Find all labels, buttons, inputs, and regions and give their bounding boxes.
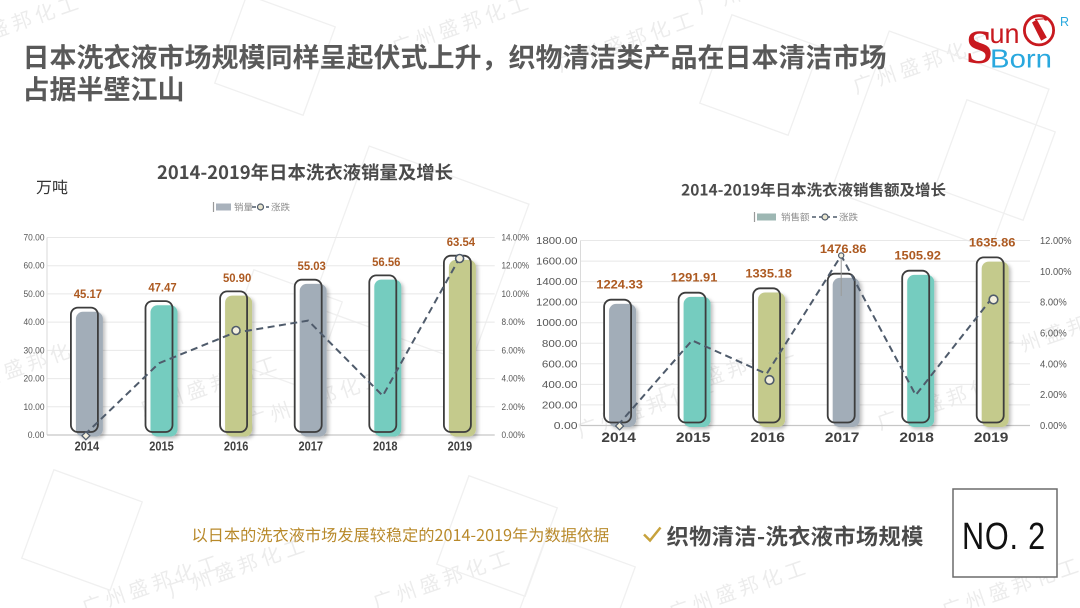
svg-text:63.54: 63.54 <box>447 235 476 249</box>
svg-text:2018: 2018 <box>899 429 934 445</box>
svg-text:2016: 2016 <box>750 429 785 445</box>
svg-text:600.00: 600.00 <box>542 358 578 370</box>
svg-text:12.00%: 12.00% <box>502 261 530 271</box>
svg-text:40.00: 40.00 <box>24 317 45 327</box>
svg-text:2014: 2014 <box>75 439 100 454</box>
svg-text:un: un <box>990 18 1020 49</box>
svg-text:R: R <box>1060 15 1069 29</box>
svg-text:10.00: 10.00 <box>24 402 45 412</box>
svg-text:NO. 2: NO. 2 <box>962 516 1046 558</box>
svg-text:2015: 2015 <box>676 429 711 445</box>
svg-text:10.00%: 10.00% <box>502 289 530 299</box>
svg-text:Born: Born <box>990 44 1052 74</box>
svg-text:45.17: 45.17 <box>74 287 103 301</box>
svg-text:12.00%: 12.00% <box>1040 236 1072 247</box>
svg-text:4.00%: 4.00% <box>502 374 526 384</box>
svg-text:50.90: 50.90 <box>223 271 252 285</box>
svg-text:20.00: 20.00 <box>24 374 45 384</box>
svg-text:1200.00: 1200.00 <box>536 297 578 309</box>
svg-text:400.00: 400.00 <box>542 379 578 391</box>
svg-text:70.00: 70.00 <box>24 233 45 243</box>
svg-text:56.56: 56.56 <box>372 255 401 269</box>
svg-text:50.00: 50.00 <box>24 289 45 299</box>
svg-text:1600.00: 1600.00 <box>536 256 578 268</box>
svg-text:800.00: 800.00 <box>542 338 578 350</box>
svg-text:6.00%: 6.00% <box>1040 329 1067 340</box>
svg-text:55.03: 55.03 <box>298 259 327 273</box>
svg-text:47.47: 47.47 <box>148 281 177 295</box>
svg-text:60.00: 60.00 <box>24 261 45 271</box>
svg-text:1635.86: 1635.86 <box>969 235 1016 249</box>
svg-text:2015: 2015 <box>149 439 174 454</box>
svg-text:0.00%: 0.00% <box>502 430 526 440</box>
svg-text:2019: 2019 <box>448 439 473 454</box>
svg-text:6.00%: 6.00% <box>502 345 526 355</box>
svg-text:1476.86: 1476.86 <box>820 242 867 256</box>
svg-text:1505.92: 1505.92 <box>894 249 941 263</box>
svg-text:1400.00: 1400.00 <box>536 276 578 288</box>
svg-text:1224.33: 1224.33 <box>596 278 643 292</box>
svg-text:S: S <box>966 21 993 74</box>
svg-text:0.00%: 0.00% <box>1040 421 1067 432</box>
svg-text:2019: 2019 <box>974 429 1009 445</box>
svg-text:1291.91: 1291.91 <box>671 271 718 285</box>
svg-text:200.00: 200.00 <box>542 399 578 411</box>
svg-text:1800.00: 1800.00 <box>536 235 578 247</box>
svg-text:2017: 2017 <box>825 429 860 445</box>
svg-text:30.00: 30.00 <box>24 345 45 355</box>
svg-text:8.00%: 8.00% <box>1040 298 1067 309</box>
svg-text:2016: 2016 <box>224 439 249 454</box>
svg-text:2017: 2017 <box>298 439 323 454</box>
svg-text:1000.00: 1000.00 <box>536 317 578 329</box>
svg-text:1335.18: 1335.18 <box>745 266 792 280</box>
svg-text:4.00%: 4.00% <box>1040 359 1067 370</box>
svg-text:10.00%: 10.00% <box>1040 267 1072 278</box>
svg-text:2014: 2014 <box>601 429 636 445</box>
svg-text:8.00%: 8.00% <box>502 317 526 327</box>
svg-text:2.00%: 2.00% <box>502 402 526 412</box>
svg-text:0.00: 0.00 <box>554 420 578 432</box>
svg-text:14.00%: 14.00% <box>502 233 530 243</box>
svg-text:0.00: 0.00 <box>28 430 45 440</box>
svg-text:2.00%: 2.00% <box>1040 390 1067 401</box>
svg-text:2018: 2018 <box>373 439 398 454</box>
